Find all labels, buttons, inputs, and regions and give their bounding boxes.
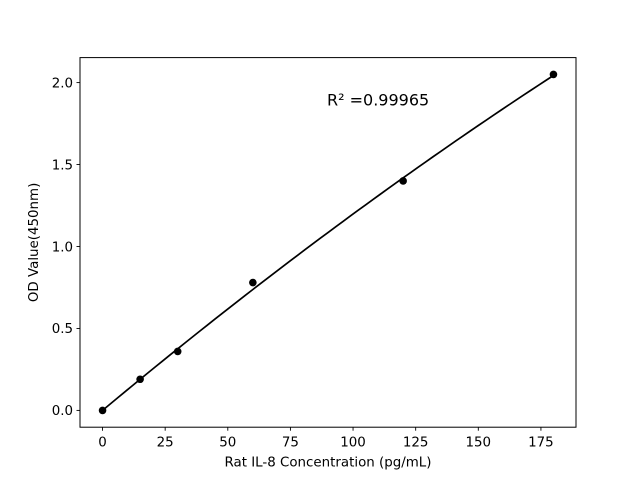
y-tick-label: 2.0 xyxy=(52,76,73,91)
plot-frame xyxy=(79,57,577,428)
data-point xyxy=(136,375,144,384)
data-point xyxy=(98,406,107,415)
y-tick-label: 1.0 xyxy=(52,240,73,255)
y-tick-label: 0.5 xyxy=(52,322,73,337)
data-points xyxy=(98,70,558,415)
data-point xyxy=(549,70,558,79)
r-squared-annotation: R² =0.99965 xyxy=(327,91,429,110)
data-point xyxy=(173,347,182,356)
x-tick-label: 25 xyxy=(157,436,174,451)
x-tick-label: 150 xyxy=(466,436,492,451)
x-tick-label: 75 xyxy=(282,436,299,451)
x-axis-ticks: 0 25 50 75 100 125 150 175 xyxy=(98,427,554,451)
x-tick-label: 0 xyxy=(98,436,107,451)
fit-curve-line xyxy=(101,74,555,412)
x-tick-label: 50 xyxy=(219,436,236,451)
y-axis-label: OD Value(450nm) xyxy=(27,183,42,302)
y-tick-label: 0.0 xyxy=(52,404,73,419)
y-tick-label: 1.5 xyxy=(52,158,73,173)
data-point xyxy=(249,278,257,287)
x-tick-label: 125 xyxy=(403,436,429,451)
x-tick-label: 100 xyxy=(340,436,366,451)
x-axis-label: Rat IL-8 Concentration (pg/mL) xyxy=(225,456,432,471)
x-tick-label: 175 xyxy=(528,436,554,451)
y-axis-ticks: 0.0 0.5 1.0 1.5 2.0 xyxy=(52,76,80,419)
data-point xyxy=(399,177,407,185)
